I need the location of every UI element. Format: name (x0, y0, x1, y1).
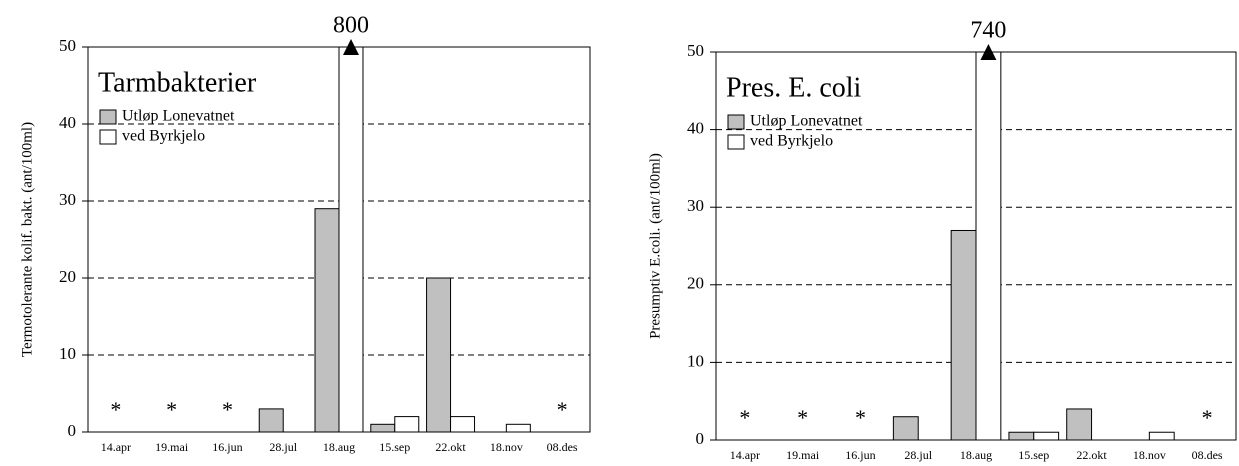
bar (892, 416, 919, 440)
x-tick-label: 16.jun (212, 440, 242, 454)
x-tick-label: 15.sep (1018, 448, 1049, 462)
legend-swatch (99, 129, 117, 145)
bar (1033, 431, 1060, 440)
value-label: 800 (333, 13, 369, 39)
y-axis-label: Termotolerante kolif. bakt. (ant/100ml) (19, 122, 35, 357)
y-tick-label: 40 (59, 113, 76, 132)
x-tick-label: 16.jun (845, 448, 875, 462)
y-tick-label: 10 (59, 344, 76, 363)
chart: 0 10 20 30 40 50 14.apr 19.mai 16.jun 28.jul 18.au… (647, 18, 1237, 462)
x-tick-label: 28.jul (269, 440, 297, 454)
annotation: * (855, 405, 866, 430)
x-tick-label: 22.okt (1076, 448, 1107, 462)
plot-frame (715, 51, 1237, 441)
y-axis-label: Presumptiv E.coli. (ant/100ml) (647, 153, 663, 339)
annotation: * (166, 397, 177, 422)
bar (426, 277, 452, 432)
x-tick-label: 18.nov (490, 440, 523, 454)
x-tick-label: 08.des (547, 440, 578, 454)
x-tick-label: 18.nov (1133, 448, 1166, 462)
y-tick-label: 30 (687, 196, 704, 215)
x-tick-label: 19.mai (155, 440, 189, 454)
bar (370, 423, 396, 432)
bars (892, 52, 1175, 440)
x-tick-label: 22.okt (435, 440, 466, 454)
legend-swatch (727, 114, 745, 130)
bar (1008, 431, 1035, 440)
bar (338, 47, 364, 432)
annotation: * (557, 397, 568, 422)
bar (450, 416, 476, 432)
x-tick-label: 14.apr (730, 448, 760, 462)
bar (314, 208, 340, 432)
legend-swatch (727, 134, 745, 150)
annotation: * (222, 397, 233, 422)
legend-label: Utløp Lonevatnet (122, 108, 235, 125)
y-tick-label: 20 (59, 267, 76, 286)
x-tick-label: 15.sep (379, 440, 410, 454)
y-tick-label: 40 (687, 119, 704, 138)
bar (975, 52, 1002, 440)
chart: 0 10 20 30 40 50 14.apr 19.mai 16.jun 28.jul 18.au… (19, 13, 591, 454)
x-tick-label: 18.aug (960, 448, 992, 462)
y-tick-label: 0 (696, 429, 705, 448)
legend-label: ved Byrkjelo (750, 133, 833, 150)
x-tick-label: 28.jul (904, 448, 932, 462)
bar (950, 229, 977, 440)
y-tick-label: 50 (59, 36, 76, 55)
annotation: * (1202, 405, 1213, 430)
y-tick-label: 30 (59, 190, 76, 209)
legend-swatch (99, 109, 117, 125)
annotation: * (797, 405, 808, 430)
chart-title: Tarmbakterier (98, 67, 257, 98)
bar (1066, 408, 1093, 440)
x-tick-label: 19.mai (786, 448, 820, 462)
annotation: * (739, 405, 750, 430)
x-tick-label: 14.apr (101, 440, 131, 454)
legend-label: ved Byrkjelo (122, 128, 205, 145)
plot-frame (87, 46, 591, 433)
x-tick-label: 18.aug (323, 440, 355, 454)
legend-label: Utløp Lonevatnet (750, 113, 863, 130)
y-tick-label: 20 (687, 274, 704, 293)
chart-title: Pres. E. coli (726, 72, 862, 103)
bar (258, 408, 284, 432)
y-tick-label: 50 (687, 41, 704, 60)
x-tick-label: 08.des (1192, 448, 1223, 462)
bar (394, 416, 420, 432)
annotation: * (110, 397, 121, 422)
value-label: 740 (970, 18, 1006, 44)
y-tick-label: 0 (68, 421, 77, 440)
bar (505, 423, 531, 432)
bar (1148, 431, 1175, 440)
y-tick-label: 10 (687, 351, 704, 370)
bars (258, 47, 531, 432)
